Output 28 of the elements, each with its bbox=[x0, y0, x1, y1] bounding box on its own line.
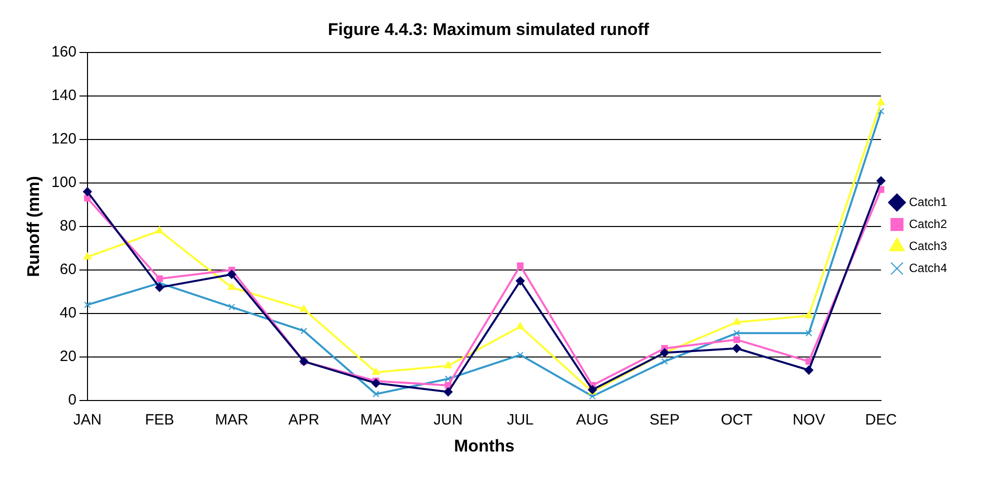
x-axis-title: Months bbox=[454, 436, 514, 456]
y-tick-label: 140 bbox=[51, 87, 76, 104]
legend-label: Catch3 bbox=[908, 238, 948, 253]
x-tick-label: AUG bbox=[576, 412, 609, 429]
y-axis-title: Runoff (mm) bbox=[24, 176, 43, 278]
x-tick-label: JUL bbox=[506, 412, 534, 429]
x-tick-label: MAY bbox=[360, 412, 392, 429]
legend-label: Catch1 bbox=[908, 194, 948, 209]
x-tick-label: OCT bbox=[720, 412, 753, 429]
x-tick-label: DEC bbox=[865, 412, 897, 429]
y-tick-label: 0 bbox=[68, 392, 76, 409]
y-tick-label: 20 bbox=[60, 348, 76, 366]
y-tick-label: 60 bbox=[60, 261, 76, 278]
x-tick-label: FEB bbox=[144, 412, 174, 429]
y-tick-label: 100 bbox=[51, 174, 76, 192]
y-tick-label: 40 bbox=[60, 304, 76, 322]
legend-label: Catch4 bbox=[908, 260, 948, 275]
y-tick-label: 80 bbox=[60, 218, 76, 235]
x-tick-label: SEP bbox=[650, 412, 680, 429]
chart-title: Figure 4.4.3: Maximum simulated runoff bbox=[328, 20, 650, 39]
y-tick-label: 120 bbox=[51, 130, 76, 148]
x-tick-label: NOV bbox=[792, 412, 826, 429]
x-tick-label: APR bbox=[288, 412, 320, 429]
legend-label: Catch2 bbox=[908, 216, 948, 231]
x-tick-label: MAR bbox=[215, 412, 249, 429]
x-tick-label: JAN bbox=[73, 412, 102, 429]
y-tick-label: 160 bbox=[51, 44, 76, 61]
x-tick-label: JUN bbox=[434, 412, 463, 429]
